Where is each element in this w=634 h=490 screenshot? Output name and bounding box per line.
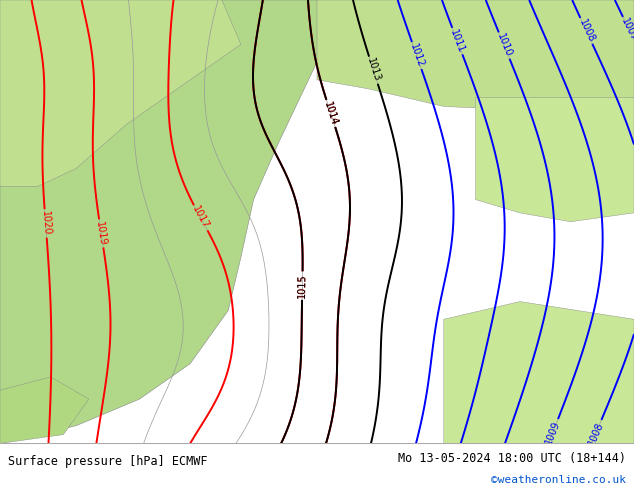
Polygon shape [317, 0, 634, 111]
Text: 1008: 1008 [577, 18, 596, 44]
Polygon shape [476, 98, 634, 221]
Text: 1014: 1014 [322, 100, 339, 126]
Polygon shape [0, 0, 241, 186]
Text: 1013: 1013 [365, 57, 382, 83]
Text: Surface pressure [hPa] ECMWF: Surface pressure [hPa] ECMWF [8, 455, 207, 467]
Polygon shape [0, 377, 89, 443]
Text: 1019: 1019 [94, 220, 108, 246]
Text: 1015: 1015 [297, 273, 307, 298]
Text: 1011: 1011 [448, 28, 467, 54]
Polygon shape [444, 301, 634, 443]
Text: 1014: 1014 [322, 100, 339, 126]
Polygon shape [0, 0, 330, 443]
Text: 1007: 1007 [619, 17, 634, 43]
Text: 1008: 1008 [586, 420, 605, 446]
Text: 1015: 1015 [297, 273, 307, 298]
Text: ©weatheronline.co.uk: ©weatheronline.co.uk [491, 475, 626, 485]
Text: 1010: 1010 [495, 32, 514, 59]
Text: 1017: 1017 [190, 205, 211, 231]
Text: Mo 13-05-2024 18:00 UTC (18+144): Mo 13-05-2024 18:00 UTC (18+144) [398, 452, 626, 465]
Text: 1009: 1009 [544, 419, 562, 445]
Text: 1012: 1012 [408, 42, 425, 69]
Text: 1020: 1020 [40, 211, 51, 236]
